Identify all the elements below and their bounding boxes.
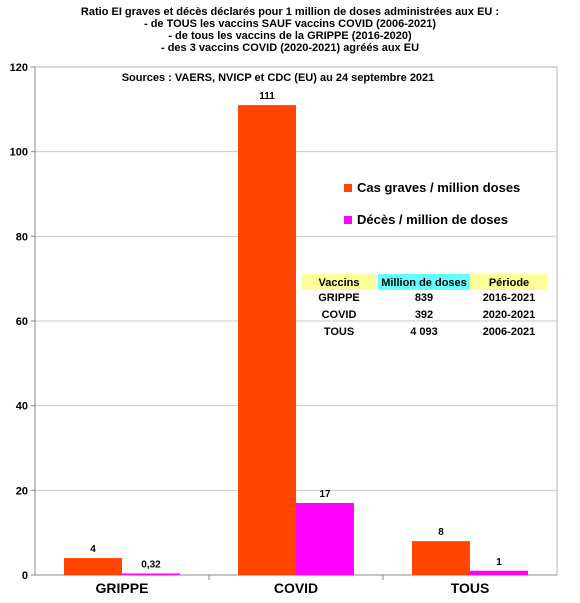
legend-swatch xyxy=(344,216,352,224)
data-label: 0,32 xyxy=(141,560,161,571)
table-cell: 4 093 xyxy=(410,326,438,338)
table-cell: 2020-2021 xyxy=(483,309,536,321)
x-tick-label: COVID xyxy=(274,580,318,596)
labels: 0 20 40 60 80 100 120 4 0,32 GRIPPE 111 17 COVID 8 1 TO… xyxy=(10,62,503,596)
table-cell: 2006-2021 xyxy=(483,326,536,338)
doses-table: Vaccins Million de doses Période GRIPPE 839 2… xyxy=(302,274,548,338)
y-tick-label: 120 xyxy=(10,62,28,74)
legend-label: Cas graves / million doses xyxy=(357,180,520,195)
legend: Cas graves / million doses Décès / millio… xyxy=(344,180,520,227)
y-tick-label: 0 xyxy=(22,570,28,582)
table-cell: COVID xyxy=(322,309,357,321)
bar xyxy=(296,503,354,575)
bar xyxy=(412,541,470,575)
x-tick-label: GRIPPE xyxy=(96,580,149,596)
sources-annotation: Sources : VAERS, NVICP et CDC (EU) au 24… xyxy=(122,72,435,84)
title-line-4: - des 3 vaccins COVID (2020-2021) agréés… xyxy=(160,42,420,54)
legend-label: Décès / million de doses xyxy=(357,212,508,227)
y-tick-label: 20 xyxy=(16,485,28,497)
table-header-label: Vaccins xyxy=(319,277,360,289)
table-header-cell xyxy=(470,274,548,290)
chart-title: Ratio EI graves et décès déclarés pour 1… xyxy=(0,6,580,54)
title-line-2: - de TOUS les vaccins SAUF vaccins COVID… xyxy=(143,18,437,30)
bar xyxy=(470,570,528,575)
table-cell: 2016-2021 xyxy=(483,292,536,304)
bars xyxy=(64,105,528,575)
table-cell: 839 xyxy=(415,292,433,304)
data-label: 4 xyxy=(90,544,96,555)
data-label: 8 xyxy=(438,527,444,538)
table-cell: GRIPPE xyxy=(318,292,360,304)
table-header-cell xyxy=(302,274,376,290)
table-header-cell xyxy=(378,274,470,290)
table-cell: TOUS xyxy=(324,326,354,338)
data-label: 1 xyxy=(496,557,502,568)
y-tick-label: 40 xyxy=(16,401,28,413)
table-cell: 392 xyxy=(415,309,433,321)
data-label: 111 xyxy=(259,91,275,102)
bar xyxy=(122,573,180,575)
table-header-label: Période xyxy=(489,277,529,289)
x-tick-label: TOUS xyxy=(451,580,490,596)
title-line-3: - de tous les vaccins de la GRIPPE (2016… xyxy=(168,30,412,42)
bar xyxy=(238,105,296,575)
y-tick-label: 80 xyxy=(16,231,28,243)
y-tick-label: 60 xyxy=(16,316,28,328)
bar xyxy=(64,558,122,575)
y-tick-label: 100 xyxy=(10,147,28,159)
data-label: 17 xyxy=(319,489,331,500)
legend-swatch xyxy=(344,184,352,192)
title-line-1: Ratio EI graves et décès déclarés pour 1… xyxy=(80,6,500,18)
table-header-label: Million de doses xyxy=(381,277,467,289)
